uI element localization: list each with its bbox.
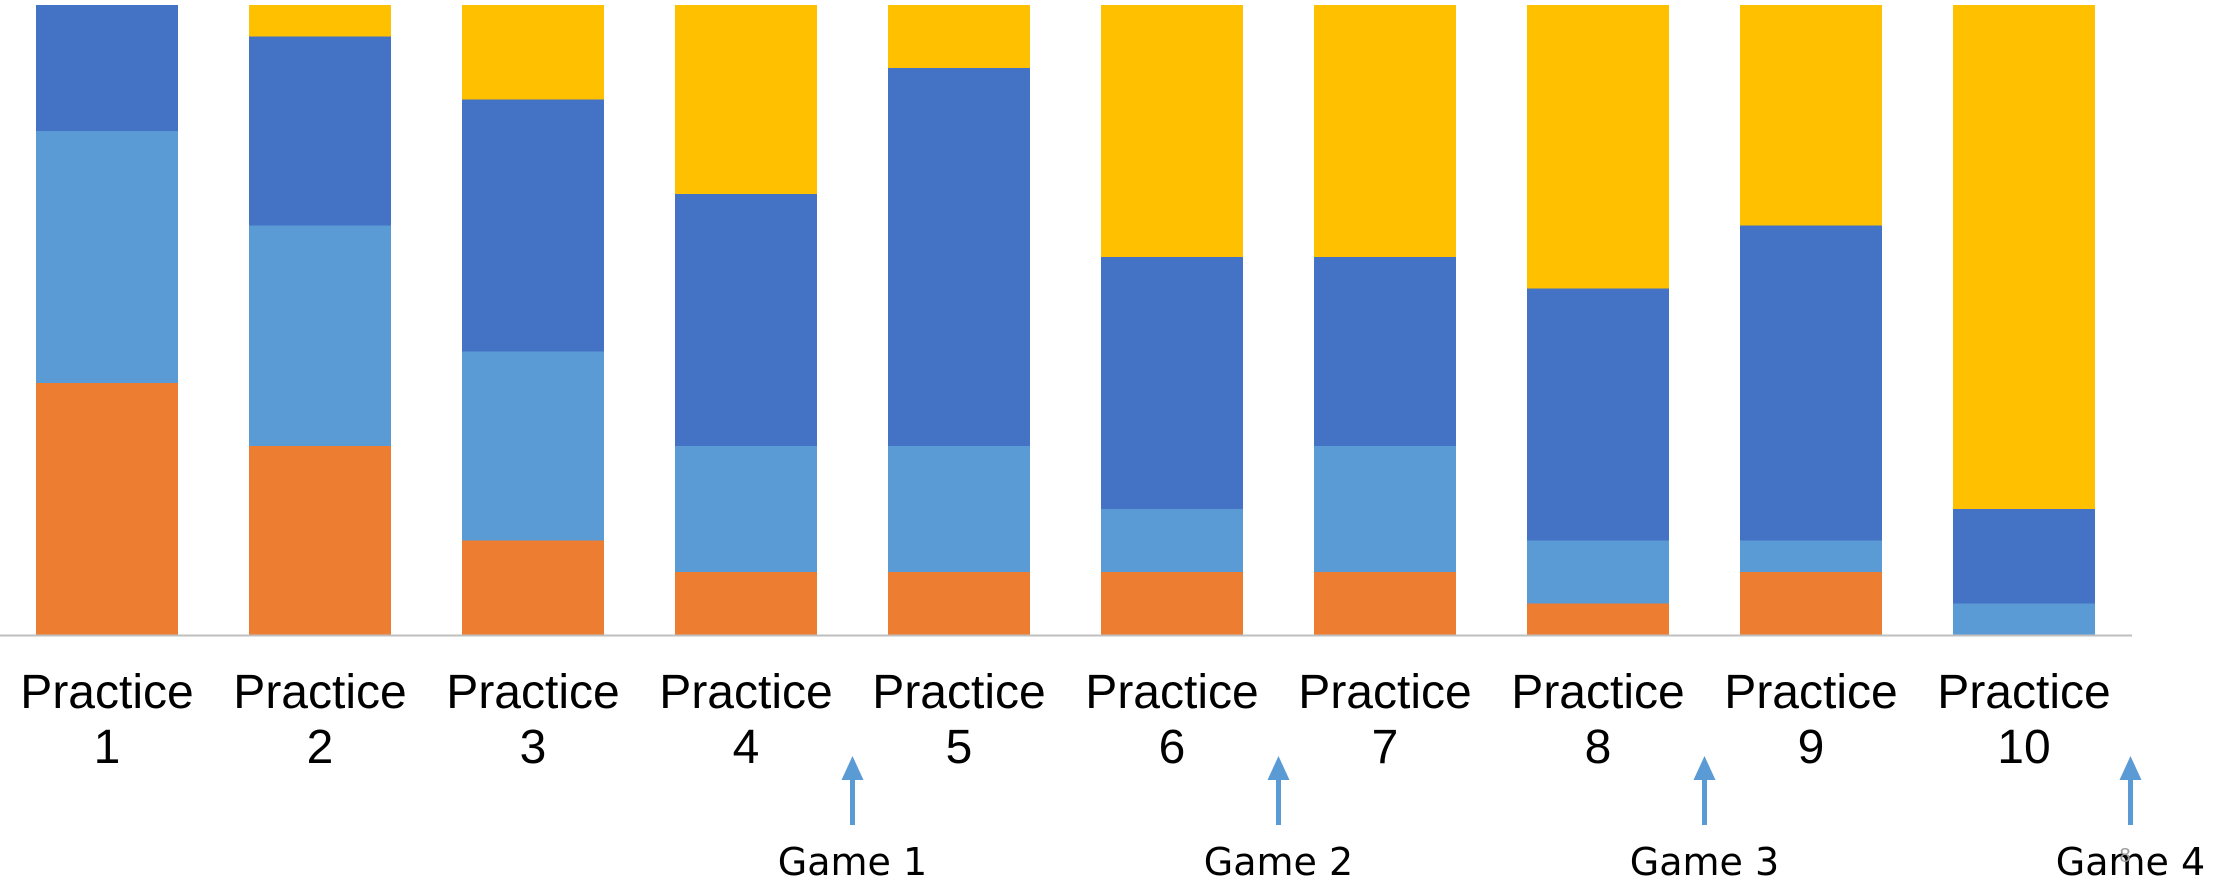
bar-segment-4-s4 (675, 5, 817, 194)
bar-segment-8-s3 (1527, 288, 1669, 541)
bar-segment-6-s2 (1101, 509, 1243, 572)
category-label-1: Practice 1 (20, 666, 193, 774)
bar-segment-4-s3 (675, 194, 817, 446)
bar-segment-7-s2 (1314, 446, 1456, 572)
bar-segment-5-s1 (888, 572, 1030, 635)
bar-segment-5-s4 (888, 5, 1030, 68)
category-label-4: Practice 4 (659, 666, 832, 774)
game-3-label: Game 3 (1630, 840, 1779, 883)
bar-segment-3-s1 (462, 540, 604, 635)
bar-segment-7-s1 (1314, 572, 1456, 635)
bar-segment-3-s3 (462, 99, 604, 352)
game-2-label: Game 2 (1204, 840, 1353, 883)
bar-segment-5-s2 (888, 446, 1030, 572)
bar-segment-10-s3 (1953, 509, 2095, 604)
bar-segment-8-s4 (1527, 5, 1669, 289)
bar-segment-7-s3 (1314, 257, 1456, 446)
bar-segment-1-s3 (36, 5, 178, 131)
category-label-2: Practice 2 (233, 666, 406, 774)
category-label-8: Practice 8 (1511, 666, 1684, 774)
bars-group (36, 5, 2095, 635)
category-label-6: Practice 6 (1085, 666, 1258, 774)
game-3-arrow-icon (1693, 756, 1716, 825)
bar-segment-8-s2 (1527, 540, 1669, 604)
bar-segment-2-s2 (249, 225, 391, 446)
bar-segment-10-s4 (1953, 5, 2095, 509)
bar-segment-5-s3 (888, 68, 1030, 446)
bar-segment-9-s3 (1740, 225, 1882, 541)
game-4-label: Game 4 (2056, 840, 2205, 883)
bar-segment-2-s4 (249, 5, 391, 37)
bar-segment-3-s2 (462, 351, 604, 541)
slide-number: 8 (2119, 845, 2130, 867)
bar-segment-7-s4 (1314, 5, 1456, 257)
category-label-7: Practice 7 (1298, 666, 1471, 774)
category-label-5: Practice 5 (872, 666, 1045, 774)
category-label-3: Practice 3 (446, 666, 619, 774)
game-1-label: Game 1 (778, 840, 927, 883)
bar-segment-6-s3 (1101, 257, 1243, 509)
bar-segment-8-s1 (1527, 603, 1669, 635)
bar-segment-2-s3 (249, 36, 391, 226)
bar-segment-9-s2 (1740, 540, 1882, 572)
bar-segment-9-s1 (1740, 572, 1882, 635)
category-labels: Practice 1 Practice 2 Practice 3 Practice 4 Prac… (20, 666, 2110, 774)
bar-segment-1-s2 (36, 131, 178, 383)
game-annotations: Game 1 Game 2 Game 3 Game 4 (778, 756, 2205, 883)
category-label-10: Practice 10 (1937, 666, 2110, 774)
bar-segment-9-s4 (1740, 5, 1882, 226)
bar-segment-6-s1 (1101, 572, 1243, 635)
game-4-arrow-icon (2119, 756, 2142, 825)
bar-segment-4-s1 (675, 572, 817, 635)
bar-segment-10-s2 (1953, 603, 2095, 635)
bar-segment-3-s4 (462, 5, 604, 100)
bar-segment-4-s2 (675, 446, 817, 572)
game-1-arrow-icon (841, 756, 864, 825)
bar-segment-2-s1 (249, 446, 391, 635)
category-label-9: Practice 9 (1724, 666, 1897, 774)
bar-segment-6-s4 (1101, 5, 1243, 257)
bar-segment-1-s1 (36, 383, 178, 635)
game-2-arrow-icon (1267, 756, 1290, 825)
